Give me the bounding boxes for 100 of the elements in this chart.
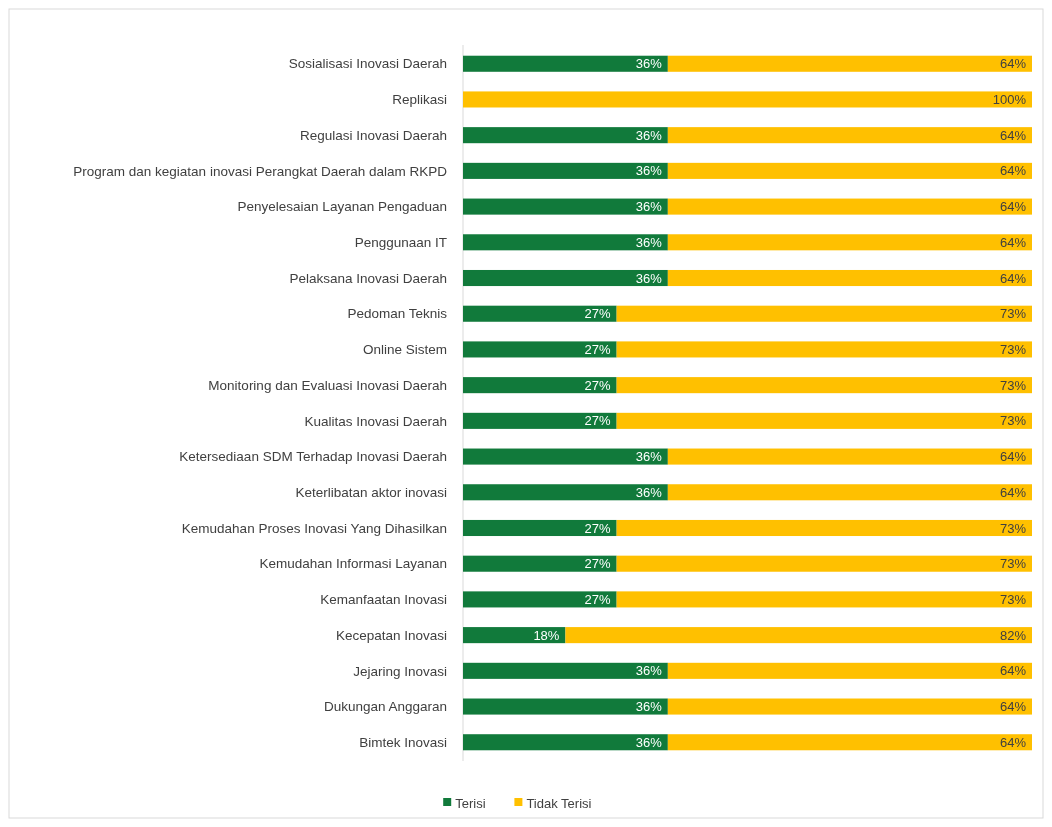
data-label: 73% (999, 591, 1027, 607)
data-label: 36% (635, 199, 663, 215)
bar (667, 162, 1032, 179)
legend-label: Tidak Terisi (526, 795, 592, 811)
data-label: 27% (584, 556, 612, 572)
y-tick-label: Kemudahan Informasi Layanan (259, 556, 447, 572)
y-tick-label: Pedoman Teknis (347, 306, 448, 322)
bar (667, 55, 1032, 72)
bar (616, 555, 1032, 572)
data-label: 64% (999, 270, 1027, 286)
data-label: 36% (635, 663, 663, 679)
bar (463, 591, 617, 608)
bar (463, 91, 1032, 108)
data-label: 64% (999, 484, 1027, 500)
bar (463, 234, 668, 251)
bar (667, 198, 1032, 215)
data-label: 64% (999, 199, 1027, 215)
data-label: 36% (635, 734, 663, 750)
bar (616, 519, 1032, 537)
bar (565, 627, 1032, 644)
bar (463, 448, 668, 465)
bar (463, 377, 617, 394)
bar (463, 198, 668, 215)
data-label: 36% (635, 163, 663, 179)
data-label: 64% (999, 699, 1027, 715)
data-label: 36% (635, 234, 663, 250)
bar (463, 698, 668, 715)
bar (463, 55, 668, 72)
data-label: 27% (584, 377, 612, 393)
data-label: 36% (635, 56, 663, 72)
bar (463, 127, 668, 144)
y-tick-label: Monitoring dan Evaluasi Inovasi Daerah (208, 377, 447, 393)
y-tick-label: Kualitas Inovasi Daerah (304, 413, 447, 429)
bar (667, 484, 1032, 501)
y-tick-label: Pelaksana Inovasi Daerah (289, 270, 447, 286)
y-tick-label: Penyelesaian Layanan Pengaduan (237, 199, 447, 215)
data-label: 64% (999, 56, 1027, 72)
y-tick-label: Ketersediaan SDM Terhadap Inovasi Daerah (179, 449, 447, 465)
y-tick-label: Bimtek Inovasi (359, 734, 447, 750)
y-tick-label: Sosialisasi Inovasi Daerah (288, 56, 447, 72)
y-tick-label: Kemanfaatan Inovasi (320, 592, 447, 608)
y-tick-label: Keterlibatan aktor inovasi (295, 485, 447, 500)
bar (616, 305, 1032, 322)
data-label: 36% (635, 699, 663, 715)
bar (463, 162, 668, 179)
data-label: 64% (999, 234, 1027, 250)
bar (616, 377, 1032, 394)
data-label: 73% (999, 377, 1027, 393)
data-label: 27% (584, 520, 612, 536)
legend-label: Terisi (455, 795, 486, 811)
bar (667, 662, 1032, 679)
bar (463, 519, 617, 537)
data-label: 27% (584, 306, 612, 322)
y-tick-label: Program dan kegiatan inovasi Perangkat Daerah dalam RKPD (73, 163, 448, 179)
bar (463, 662, 668, 679)
data-label: 64% (999, 163, 1027, 179)
bar (463, 269, 668, 287)
bar (463, 484, 668, 501)
data-label: 27% (584, 341, 612, 357)
y-tick-label: Penggunaan IT (354, 235, 447, 251)
data-label: 73% (999, 306, 1027, 322)
bar (616, 412, 1032, 429)
data-label: 73% (999, 556, 1027, 572)
y-tick-label: Regulasi Inovasi Daerah (299, 127, 447, 143)
bar (667, 234, 1032, 251)
data-label: 64% (999, 663, 1027, 679)
data-label: 64% (999, 449, 1027, 465)
data-label: 36% (635, 270, 663, 286)
bar (463, 734, 668, 751)
y-tick-label: Replikasi (392, 92, 447, 108)
data-label: 64% (999, 734, 1027, 750)
data-label: 73% (999, 520, 1027, 536)
bar (463, 555, 617, 572)
data-label: 73% (999, 341, 1027, 357)
bar (463, 627, 566, 644)
data-label: 100% (992, 92, 1027, 108)
bar (463, 341, 617, 358)
y-tick-label: Dukungan Anggaran (323, 699, 447, 715)
bar (463, 412, 617, 429)
bar (667, 734, 1032, 751)
y-tick-label: Kecepatan Inovasi (335, 627, 447, 643)
data-label: 64% (999, 127, 1027, 143)
data-label: 36% (635, 449, 663, 465)
data-label: 27% (584, 591, 612, 607)
data-label: 36% (635, 484, 663, 500)
y-tick-label: Jejaring Inovasi (353, 663, 447, 679)
data-label: 27% (584, 413, 612, 429)
bar (616, 341, 1032, 358)
y-tick-label: Online Sistem (362, 342, 447, 358)
bar (616, 591, 1032, 608)
data-label: 18% (533, 627, 560, 643)
bar (463, 305, 617, 322)
bar (667, 127, 1032, 144)
y-tick-label: Kemudahan Proses Inovasi Yang Dihasilkan (181, 520, 447, 536)
data-label: 82% (999, 627, 1027, 643)
data-label: 73% (999, 413, 1027, 429)
bar (667, 269, 1032, 287)
bar (667, 698, 1032, 715)
bar (667, 448, 1032, 465)
data-label: 36% (635, 127, 663, 143)
